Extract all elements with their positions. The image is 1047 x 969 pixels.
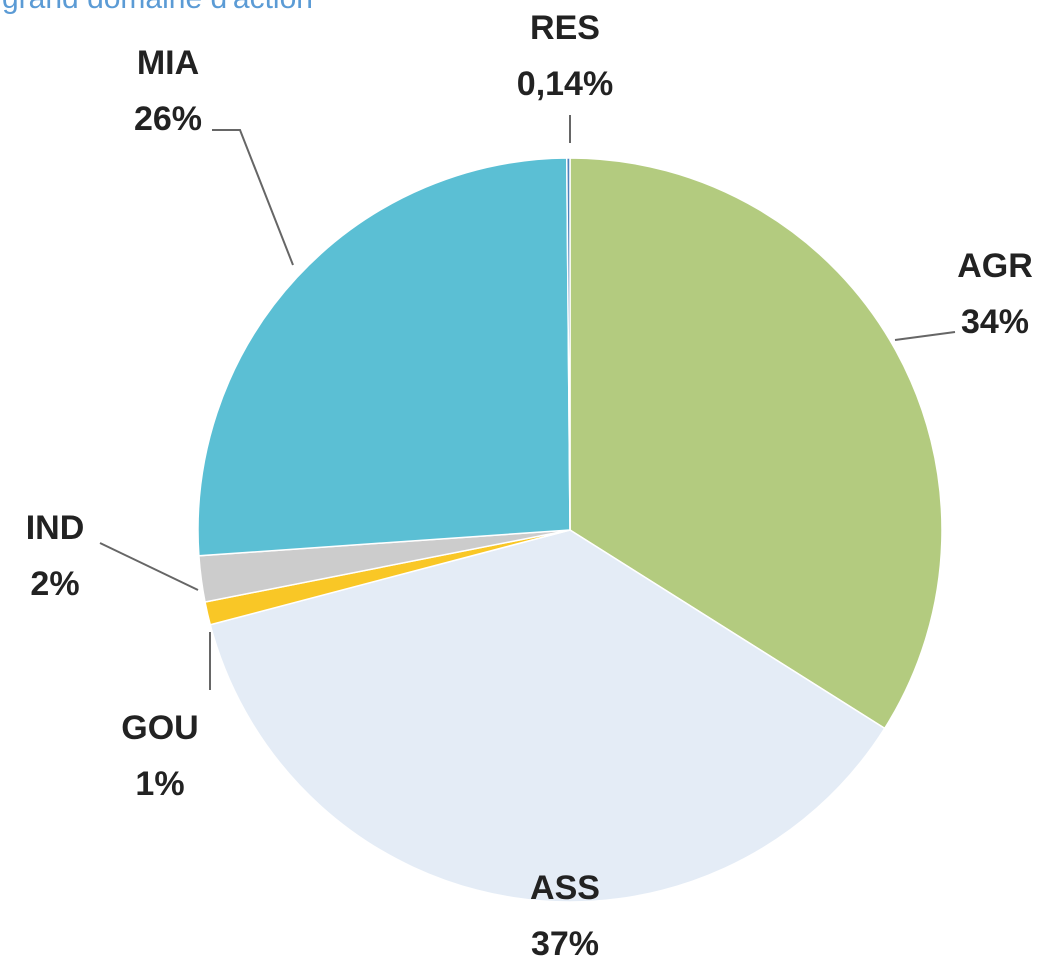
pie-slice: [197, 157, 571, 557]
slice-label: RES: [530, 9, 600, 47]
chart-title: grand domaine d'action: [2, 0, 313, 15]
slice-value-label: 26%: [134, 100, 202, 138]
slice-value-label: 37%: [531, 925, 599, 963]
leader-line: [212, 129, 294, 266]
leader-line: [99, 542, 199, 591]
slice-value-label: 0,14%: [517, 65, 613, 103]
pie-slice: [565, 157, 571, 531]
slice-value-label: 34%: [961, 303, 1029, 341]
slice-value-label: 2%: [30, 565, 79, 603]
slice-label: IND: [26, 509, 85, 547]
pie-slice: [209, 529, 886, 903]
leader-line: [894, 331, 956, 341]
slice-label: AGR: [957, 247, 1033, 285]
slice-label: MIA: [137, 44, 199, 82]
slice-label: ASS: [530, 869, 600, 907]
pie-slice: [569, 157, 943, 730]
slice-value-label: 1%: [135, 765, 184, 803]
slice-label: GOU: [121, 709, 198, 747]
